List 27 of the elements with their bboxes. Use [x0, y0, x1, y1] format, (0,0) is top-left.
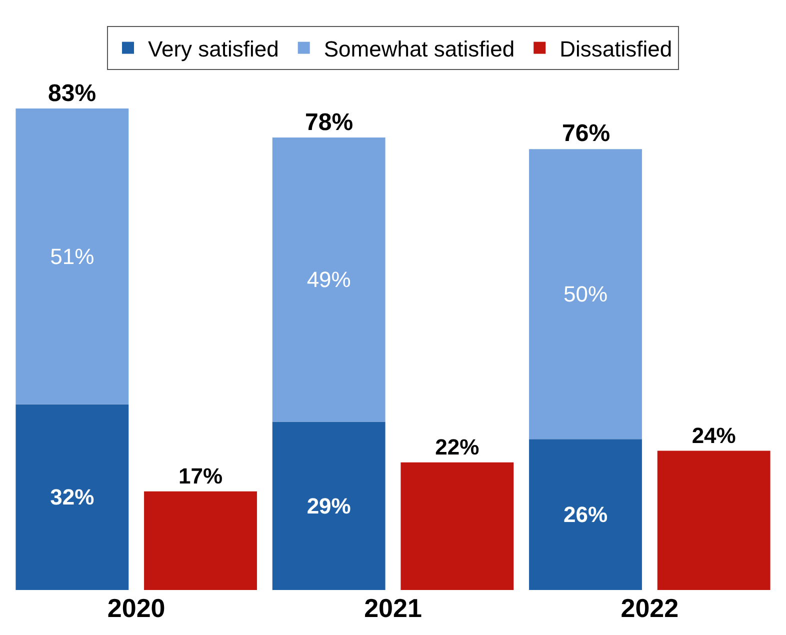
data-label: 26%: [563, 502, 608, 528]
bar: [529, 439, 642, 590]
bar: [16, 404, 129, 590]
bar: [272, 138, 386, 422]
total-label: 83%: [48, 80, 96, 107]
legend-label: Dissatisfied: [560, 36, 672, 62]
data-label: 49%: [306, 267, 351, 292]
bar: [144, 491, 257, 590]
legend-label: Very satisfied: [148, 36, 279, 62]
x-tick-label: 2021: [364, 593, 422, 623]
data-label: 22%: [435, 434, 480, 460]
legend-label: Somewhat satisfied: [324, 36, 515, 62]
x-tick-label: 2020: [107, 593, 166, 623]
bar: [16, 108, 129, 404]
data-label: 50%: [563, 282, 608, 307]
x-tick-label: 2022: [620, 593, 679, 623]
data-label: 32%: [50, 484, 94, 510]
data-label: 24%: [692, 422, 736, 448]
bar: [657, 450, 770, 590]
bar: [272, 422, 386, 590]
bar: [400, 462, 514, 590]
total-label: 76%: [562, 120, 610, 147]
data-label: 17%: [178, 463, 223, 488]
data-label: 29%: [306, 493, 351, 518]
total-label: 78%: [305, 109, 354, 136]
bar: [529, 149, 642, 440]
data-label: 51%: [50, 244, 94, 269]
